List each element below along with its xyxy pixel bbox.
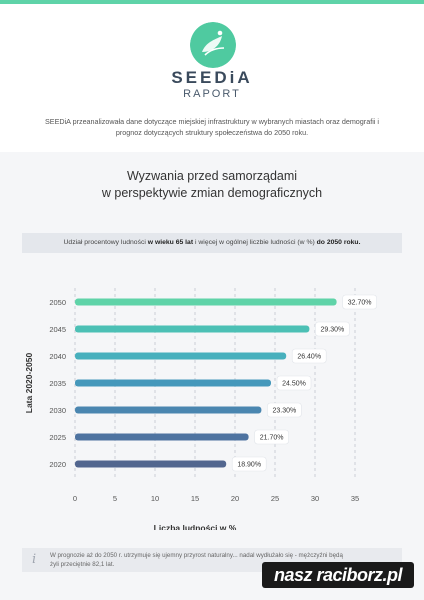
caption-part2: i więcej w ogólnej liczbie ludności (w %… [193, 239, 317, 246]
data-label-box [276, 375, 312, 391]
caption-part1: Udział procentowy ludności [63, 239, 148, 246]
x-tick-label: 20 [231, 494, 239, 503]
section-title: Wyzwania przed samorządami w perspektywi… [0, 168, 424, 202]
x-tick-label: 15 [191, 494, 199, 503]
data-label-box [254, 429, 289, 445]
data-label: 23.30% [273, 408, 297, 415]
top-accent-bar [0, 0, 424, 4]
bar [75, 433, 249, 441]
x-tick-label: 5 [113, 494, 117, 503]
caption-bold1: w wieku 65 lat [147, 239, 194, 246]
y-tick-label: 2020 [49, 460, 66, 469]
data-label: 26.40% [297, 354, 321, 361]
bar [75, 325, 310, 333]
data-label: 29.30% [321, 327, 345, 334]
data-label-box [315, 321, 350, 337]
y-tick-label: 2025 [49, 433, 66, 442]
seedia-logo-icon [190, 22, 236, 68]
section-title-line1: Wyzwania przed samorządami [126, 169, 298, 183]
data-label-box [291, 348, 327, 364]
y-tick-label: 2030 [49, 406, 66, 415]
caption-bold2: do 2050 roku. [316, 239, 361, 246]
x-tick-label: 25 [271, 494, 279, 503]
x-axis-label: Liczba ludności w % [154, 523, 237, 530]
y-tick-label: 2050 [49, 298, 66, 307]
y-tick-label: 2040 [49, 352, 66, 361]
x-tick-label: 30 [311, 494, 319, 503]
data-label-box [342, 294, 377, 310]
data-label-box [231, 456, 267, 472]
data-label: 32.70% [348, 300, 372, 307]
x-tick-label: 35 [351, 494, 359, 503]
chart-panel [0, 152, 424, 600]
bar [75, 379, 271, 387]
intro-text: SEEDiA przeanalizowała dane dotyczące mi… [45, 117, 379, 137]
section-title-line2: w perspektywie zmian demograficznych [101, 186, 323, 200]
y-tick-label: 2045 [49, 325, 66, 334]
source-badge: nasz raciborz.pl [262, 562, 414, 588]
y-axis-label: Lata 2020-2050 [24, 352, 34, 413]
chart-caption: Udział procentowy ludności w wieku 65 la… [22, 233, 402, 253]
y-tick-label: 2035 [49, 379, 66, 388]
brand-name: SEEDiA [171, 68, 253, 87]
data-label: 21.70% [260, 435, 284, 442]
x-tick-label: 10 [151, 494, 159, 503]
bar [75, 298, 337, 306]
data-label: 18.90% [237, 462, 261, 469]
bar [75, 352, 287, 360]
data-label-box [267, 402, 302, 418]
bar [75, 406, 262, 414]
data-label: 24.50% [282, 381, 306, 388]
info-icon: i [32, 552, 37, 567]
bar [75, 460, 227, 468]
x-tick-label: 0 [73, 494, 77, 503]
brand-subtitle: RAPORT [183, 88, 241, 100]
footer-note-text: W prognozie aż do 2050 r. utrzymuje się … [50, 552, 343, 568]
